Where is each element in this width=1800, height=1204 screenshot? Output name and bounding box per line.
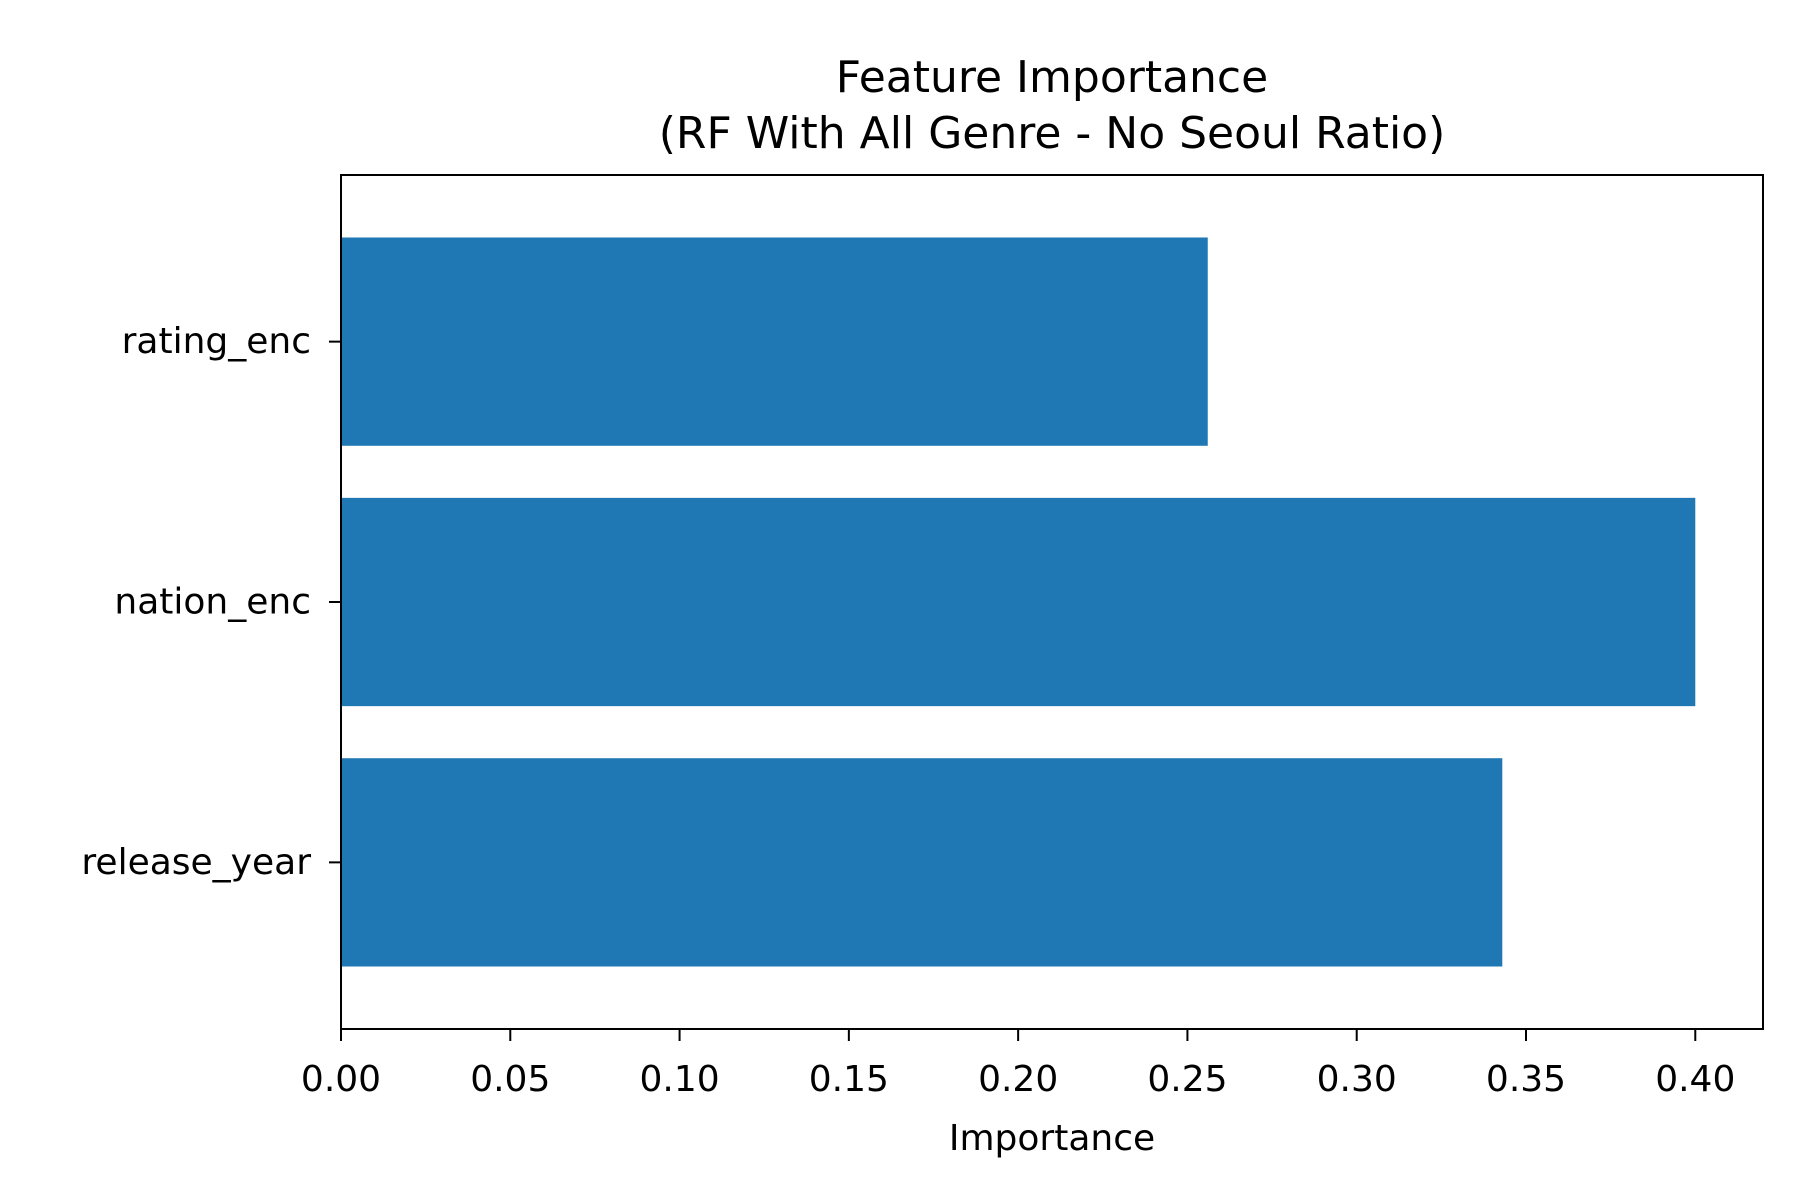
- bar-rating-enc: [341, 237, 1208, 446]
- x-axis-label: Importance: [949, 1118, 1155, 1159]
- x-tick-label: 0.40: [1655, 1059, 1735, 1100]
- x-tick-label: 0.30: [1317, 1059, 1397, 1100]
- x-tick-label: 0.05: [470, 1059, 550, 1100]
- y-tick-label: nation_enc: [114, 582, 311, 623]
- bars-layer: [341, 237, 1696, 967]
- y-tick-label: rating_enc: [122, 321, 311, 362]
- chart-title: Feature Importance: [836, 52, 1268, 103]
- bar-nation-enc: [341, 497, 1696, 707]
- x-tick-label: 0.35: [1486, 1059, 1566, 1100]
- x-tick-label: 0.10: [639, 1059, 719, 1100]
- bar-release-year: [341, 758, 1503, 967]
- y-tick-label: release_year: [81, 842, 311, 883]
- x-tick-label: 0.20: [978, 1059, 1058, 1100]
- chart-subtitle: (RF With All Genre - No Seoul Ratio): [659, 108, 1446, 159]
- x-tick-label: 0.00: [301, 1059, 381, 1100]
- x-tick-label: 0.15: [809, 1059, 889, 1100]
- x-axis: 0.00 0.05 0.10 0.15 0.20 0.25 0.30 0.35 0.40: [301, 1029, 1735, 1100]
- x-tick-label: 0.25: [1147, 1059, 1227, 1100]
- y-axis: rating_enc nation_enc release_year: [81, 321, 341, 883]
